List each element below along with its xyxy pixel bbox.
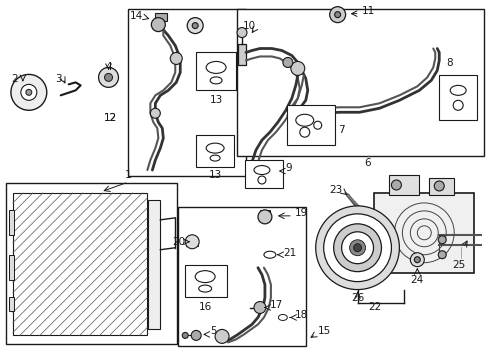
Bar [148, 200, 160, 329]
Text: 5: 5 [210, 327, 216, 336]
Ellipse shape [198, 285, 211, 292]
Text: 18: 18 [294, 310, 307, 320]
Text: 3: 3 [55, 75, 62, 84]
Circle shape [192, 23, 198, 28]
Circle shape [258, 210, 271, 224]
Circle shape [349, 240, 365, 256]
Circle shape [315, 206, 399, 289]
Circle shape [313, 121, 321, 129]
Bar [6, 183, 177, 345]
Text: 4: 4 [105, 62, 112, 72]
Text: 12: 12 [104, 113, 117, 123]
Circle shape [353, 244, 361, 252]
Ellipse shape [449, 85, 465, 95]
Ellipse shape [206, 62, 225, 73]
Circle shape [323, 214, 390, 282]
Circle shape [409, 253, 424, 267]
Text: 25: 25 [451, 260, 465, 270]
Text: 8: 8 [445, 58, 451, 68]
Ellipse shape [210, 77, 222, 84]
Ellipse shape [210, 155, 220, 161]
Circle shape [452, 100, 462, 110]
Circle shape [191, 330, 201, 340]
Bar [9, 210, 14, 235]
Text: 7: 7 [337, 125, 344, 135]
Circle shape [237, 28, 246, 37]
Circle shape [437, 236, 446, 244]
Bar [186, 238, 198, 246]
Bar [9, 297, 14, 311]
Bar [286, 105, 334, 145]
Text: 19: 19 [294, 208, 307, 218]
Text: 9: 9 [285, 163, 292, 173]
Circle shape [341, 232, 373, 264]
Text: 13: 13 [208, 170, 221, 180]
Text: 16: 16 [198, 302, 211, 311]
Circle shape [185, 235, 199, 249]
Ellipse shape [206, 143, 224, 153]
Circle shape [299, 127, 309, 137]
Bar [13, 193, 147, 336]
Bar [388, 175, 419, 195]
Circle shape [282, 58, 292, 67]
Circle shape [151, 18, 165, 32]
Circle shape [21, 84, 37, 100]
Text: 17: 17 [269, 300, 283, 310]
Circle shape [290, 62, 304, 75]
Circle shape [333, 224, 381, 272]
Ellipse shape [253, 166, 269, 175]
Circle shape [433, 181, 443, 191]
Text: 26: 26 [350, 293, 364, 302]
Ellipse shape [278, 315, 287, 320]
Bar [260, 210, 269, 218]
Bar [9, 255, 14, 280]
Bar [155, 13, 167, 21]
Circle shape [104, 73, 112, 81]
Text: 14: 14 [130, 11, 143, 21]
Text: 15: 15 [317, 327, 330, 336]
Circle shape [215, 329, 228, 343]
Circle shape [390, 180, 401, 190]
Text: 22: 22 [367, 302, 380, 311]
Ellipse shape [195, 271, 215, 283]
Circle shape [253, 302, 265, 314]
Text: 11: 11 [361, 6, 374, 15]
Text: 12: 12 [104, 113, 117, 123]
Circle shape [413, 257, 420, 263]
Text: 21: 21 [282, 248, 296, 258]
Bar [128, 9, 245, 176]
Circle shape [182, 332, 188, 338]
Bar [185, 265, 226, 297]
Bar [196, 53, 236, 90]
Bar [374, 193, 473, 273]
Circle shape [329, 7, 345, 23]
Text: 2: 2 [12, 75, 18, 84]
Bar [178, 207, 305, 346]
Circle shape [11, 75, 47, 110]
Circle shape [437, 251, 446, 259]
Ellipse shape [295, 114, 313, 126]
Circle shape [258, 176, 265, 184]
Text: 6: 6 [364, 158, 370, 168]
Ellipse shape [264, 251, 275, 258]
Text: 1: 1 [125, 170, 132, 180]
Bar [237, 9, 483, 156]
Text: 20: 20 [172, 237, 185, 247]
Bar [428, 178, 453, 195]
Circle shape [334, 12, 340, 18]
Text: 23: 23 [329, 185, 342, 195]
Circle shape [26, 89, 32, 95]
Text: 10: 10 [243, 21, 256, 31]
Bar [244, 160, 282, 188]
Bar [438, 75, 476, 120]
Text: 24: 24 [410, 275, 423, 285]
Circle shape [150, 108, 160, 118]
Text: 13: 13 [209, 95, 222, 105]
Circle shape [99, 67, 118, 87]
Circle shape [170, 53, 182, 64]
Bar [238, 44, 245, 66]
Bar [196, 135, 234, 167]
Circle shape [187, 18, 203, 33]
